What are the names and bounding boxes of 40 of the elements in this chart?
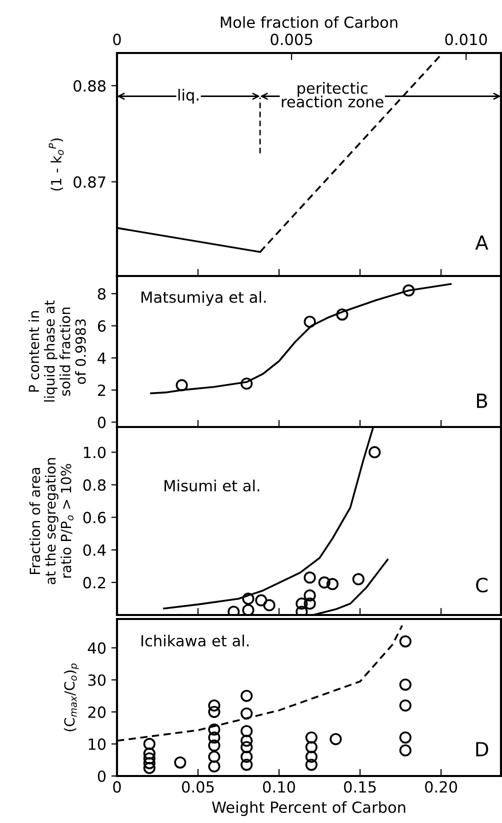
annotation: Ichikawa et al. <box>142 634 249 647</box>
annotation: liq. <box>178 88 198 104</box>
y-tick-label: 4 <box>98 352 106 364</box>
y-tick-label: 0.87 <box>74 176 106 188</box>
y-tick-label: 20 <box>88 706 106 718</box>
y-tick-label: 0.88 <box>74 80 106 92</box>
annotation: Matsumiya et al. <box>142 291 266 306</box>
y-tick-label: 0.8 <box>83 479 106 491</box>
annotation: peritectic reaction zone <box>282 82 384 108</box>
y-tick-label: 0 <box>98 416 106 428</box>
y-tick-label: 1.0 <box>84 446 106 458</box>
y-tick-label: 8 <box>98 288 106 300</box>
y-tick-label: 0.6 <box>83 512 106 524</box>
annotation: D <box>476 742 488 756</box>
x-tick-label: 0.20 <box>425 781 458 793</box>
annotation: C <box>476 578 488 592</box>
y-axis-title: Fraction of area at the segregation ratio P/P$_{o}$ > 10% <box>29 458 74 584</box>
y-tick-label: 40 <box>88 642 106 654</box>
annotation: B <box>477 394 488 408</box>
x-tick-label: 0.15 <box>344 781 376 793</box>
y-tick-label: 0.2 <box>83 576 106 588</box>
x2-tick-label: 0.010 <box>445 34 487 46</box>
x2-tick-label: 0.005 <box>270 34 312 46</box>
x-tick-label: 0 <box>113 781 121 793</box>
y-axis-title: (C$_{max}$/C$_{o}$)$_{p}$ <box>64 664 79 732</box>
y-tick-label: 10 <box>88 738 106 750</box>
y-tick-label: 6 <box>98 320 106 332</box>
y-axis-title: P content in liquid phase at solid fraction of 0.9983 <box>28 300 86 402</box>
annotation: A <box>475 235 488 250</box>
x-axis-title: Weight Percent of Carbon <box>212 801 406 816</box>
x2-tick-label: 0 <box>113 34 121 46</box>
annotation: Misumi et al. <box>164 480 260 492</box>
y-tick-label: 2 <box>98 384 106 396</box>
x-tick-label: 0.05 <box>182 781 214 793</box>
y-tick-label: 0 <box>98 770 106 782</box>
y-tick-label: 0.4 <box>83 544 106 556</box>
y-axis-title: (1 - k$_{o}$$^{P}$) <box>48 138 64 191</box>
x-tick-label: 0.10 <box>263 781 296 793</box>
y-tick-label: 30 <box>88 674 106 686</box>
x2-axis-title: Mole fraction of Carbon <box>220 16 398 28</box>
